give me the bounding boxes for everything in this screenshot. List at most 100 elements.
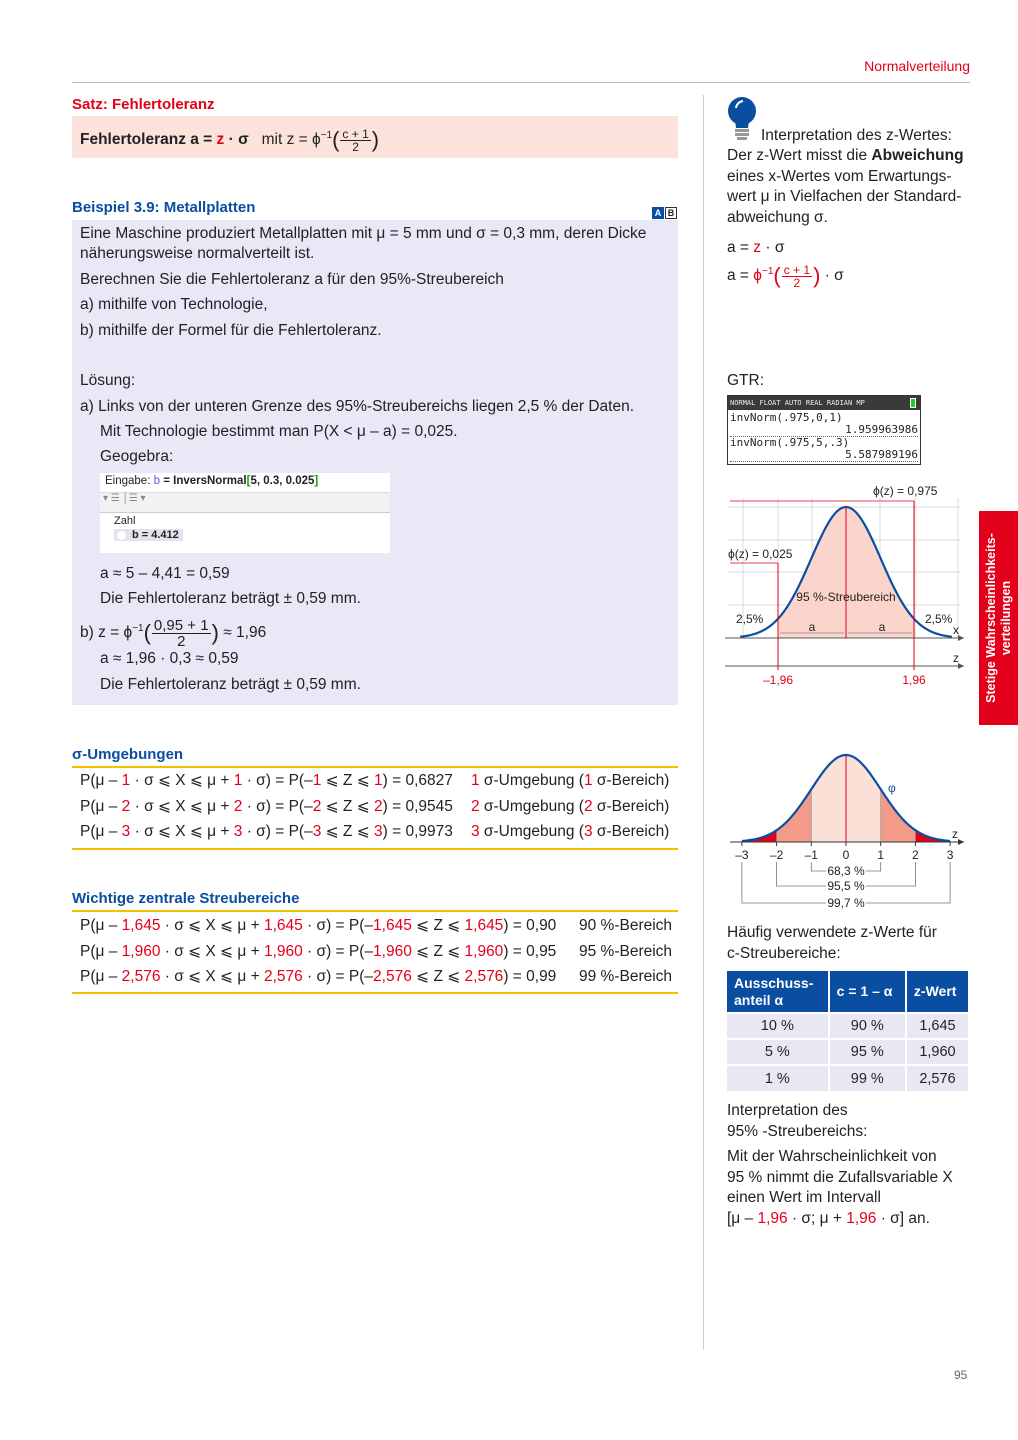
calc-input: invNorm(.975,5,.3) — [730, 436, 850, 449]
text-segment: 3 — [471, 823, 480, 840]
text-segment: 1 — [121, 772, 131, 789]
interp-line: Mit der Wahrscheinlichkeit von — [727, 1147, 937, 1167]
text-segment: 1,645 — [121, 917, 161, 934]
level-badges: A B — [652, 207, 677, 219]
bracket-label: 99,7 % — [827, 896, 865, 910]
interp-line: 95% -Streubereichs: — [727, 1122, 867, 1142]
text-segment: σ-Bereich) — [592, 798, 670, 815]
streu-row-right: 90 %-Bereich — [579, 917, 673, 934]
interp-line: Interpretation des — [727, 1101, 848, 1121]
gtr-label: GTR: — [727, 372, 765, 389]
calculator-screen: NORMAL FLOAT AUTO REAL RADIAN MP invNorm… — [727, 395, 921, 465]
geogebra-toolbar[interactable]: ▾ ☰ │☰ ▾ — [100, 493, 390, 513]
text-segment: · σ ⩽ X ⩽ μ + — [130, 823, 234, 840]
formula-z: z — [216, 131, 225, 149]
cell: 1 % — [727, 1064, 830, 1091]
f2-phi: ϕ — [753, 267, 762, 285]
text-segment: 1,645 — [373, 917, 412, 934]
task-text: Berechnen Sie die Fehlertoleranz a für d… — [80, 271, 504, 288]
text-segment: σ-Umgebung ( — [479, 823, 584, 840]
formula-label: Fehlertoleranz a = — [80, 131, 217, 149]
sigma-title: σ-Umgebungen — [72, 746, 184, 763]
rule — [72, 848, 678, 850]
solution-a: a) Links von der unteren Grenze des 95%-… — [80, 398, 635, 415]
column-divider — [703, 95, 704, 1350]
badge-b: B — [665, 207, 677, 219]
visibility-toggle-icon[interactable] — [117, 531, 126, 540]
result-line: Die Fehlertoleranz beträgt ± 0,59 mm. — [100, 590, 361, 607]
z-high-label: 1,96 — [902, 673, 926, 687]
solution-b: b) z = ϕ−1(0,95 + 1 2) ≈ 1,96 — [80, 616, 267, 650]
beispiel-title: Beispiel 3.9: Metallplatten — [72, 199, 256, 216]
satz-title: Satz: Fehlertoleranz — [72, 96, 215, 113]
cell: 1,960 — [905, 1038, 971, 1065]
text-segment: · σ) = P(– — [242, 823, 313, 840]
bracket — [810, 862, 882, 872]
cell: 1,645 — [905, 1012, 971, 1039]
text-segment: ⩽ Z ⩽ — [321, 823, 374, 840]
text-segment: 3 — [374, 823, 383, 840]
text-segment: 3 — [312, 823, 322, 840]
text-segment: · σ) = P(– — [302, 917, 374, 934]
denominator: 2 — [352, 139, 359, 154]
input-var: b — [153, 475, 161, 487]
text-segment: Interpretation des — [727, 1102, 848, 1119]
density-curve — [741, 753, 951, 843]
phi-low-label: ϕ(z) = 0,025 — [728, 547, 793, 561]
cell: 90 % — [828, 1012, 907, 1039]
text-segment: · σ) = P(– — [242, 798, 313, 815]
tick-label: 1 — [877, 848, 884, 862]
phi-curve-label: φ — [888, 781, 896, 795]
page-number: 95 — [954, 1368, 968, 1382]
numerator: c + 1 — [781, 262, 813, 277]
region-label: 95 %-Streubereich — [796, 590, 895, 604]
outer-area-left — [741, 830, 777, 842]
z-axis-label: z — [953, 651, 959, 665]
tail-right-label: 2,5% — [925, 612, 953, 626]
table-row: 1 % 99 % 2,576 — [727, 1064, 971, 1091]
chapter-side-tab[interactable]: Stetige Wahrscheinlichkeits- verteilunge… — [979, 511, 1018, 725]
input-label: Eingabe: — [105, 475, 151, 487]
loesung-label: Lösung: — [80, 372, 136, 389]
geogebra-input[interactable]: Eingabe: b = InversNormal[5, 0.3, 0.025] — [100, 473, 390, 493]
text-segment: ) = 0,99 — [503, 968, 557, 985]
sigma-row-right: 3 σ-Umgebung (3 σ-Bereich) — [471, 822, 669, 842]
text-segment: 2,576 — [121, 968, 161, 985]
side-tab-line: Stetige Wahrscheinlichkeits- — [983, 533, 998, 703]
text-segment: 2 — [312, 798, 322, 815]
chapter-title: Normalverteilung — [864, 58, 970, 74]
text-segment: 3 — [583, 823, 593, 840]
bracket — [741, 862, 951, 904]
result-value: b = 4.412 — [132, 529, 179, 541]
geogebra-result[interactable]: b = 4.412 — [114, 529, 183, 541]
text-segment: · σ) = P(– — [302, 943, 374, 960]
text-segment: · σ) = P(– — [302, 968, 374, 985]
text-segment: · σ ⩽ X ⩽ μ + — [160, 968, 264, 985]
text-segment: 1 — [583, 772, 593, 789]
x-axis-label: x — [953, 623, 959, 637]
tick-label: –3 — [735, 848, 749, 862]
text-segment: ) = 0,90 — [503, 917, 557, 934]
fehlertoleranz-formula: Fehlertoleranz a = z · σ mit z = ϕ−1(c +… — [80, 126, 380, 154]
denominator: 2 — [793, 275, 801, 290]
text-segment: · σ — [761, 239, 785, 256]
scatter-region-diagram: ϕ(z) = 0,975 ϕ(z) = 0,025 95 %-Streubereic… — [725, 484, 964, 687]
text-segment: · σ] an. — [876, 1210, 930, 1227]
tip-line: abweichung σ. — [727, 208, 828, 228]
task-b: b) mithilfe der Formel für die Fehlertol… — [80, 322, 382, 339]
task-a: a) mithilfe von Technologie, — [80, 296, 268, 313]
cell: 10 % — [727, 1012, 830, 1039]
sigma-row-left: P(μ – 2 · σ ⩽ X ⩽ μ + 2 · σ) = P(–2 ⩽ Z … — [80, 797, 453, 817]
phi-high-label: ϕ(z) = 0,975 — [873, 484, 938, 498]
input-args: 5, 0.3, 0.025 — [250, 475, 315, 487]
geogebra-panel: Eingabe: b = InversNormal[5, 0.3, 0.025]… — [100, 473, 390, 553]
tip-line: Der z-Wert misst die Abweichung — [727, 146, 964, 166]
sigma-row-left: P(μ – 3 · σ ⩽ X ⩽ μ + 3 · σ) = P(–3 ⩽ Z … — [80, 822, 453, 842]
text-segment: ⩽ Z ⩽ — [411, 943, 465, 960]
col-header: c = 1 – α — [828, 971, 907, 1013]
text-segment: 2 — [471, 798, 480, 815]
text-segment: 1,645 — [464, 917, 504, 934]
sigma-regions-diagram: φ z –3 –2 –1 0 1 2 3 68,3 %95,5 % 99,7 % — [730, 753, 964, 910]
